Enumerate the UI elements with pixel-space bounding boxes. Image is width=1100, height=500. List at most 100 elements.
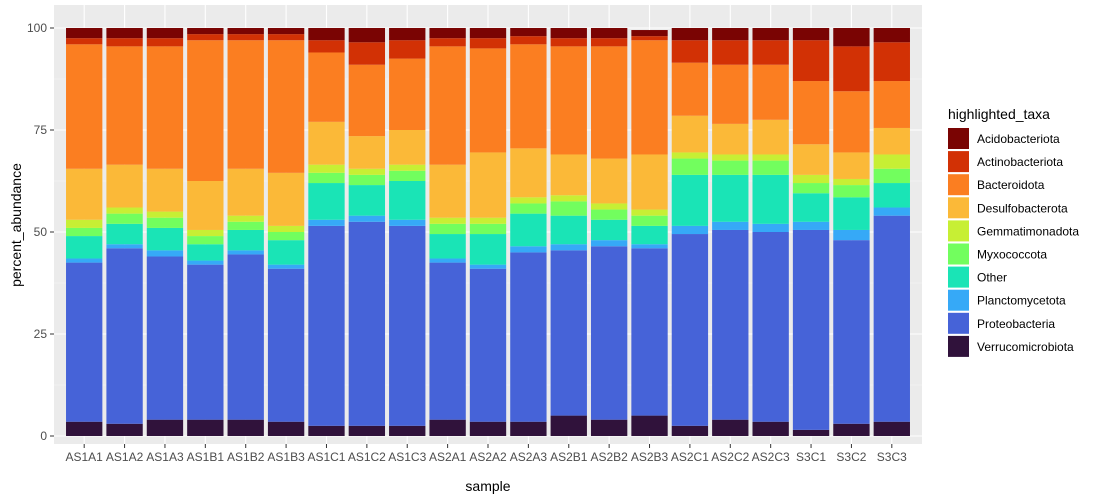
bar-segment-acidobacteriota — [389, 28, 426, 41]
bar-segment-proteobacteria — [510, 252, 547, 422]
bar-segment-acidobacteriota — [106, 28, 143, 39]
bar-segment-desulfobacterota — [348, 136, 386, 169]
x-axis: AS1A1 AS1A2 AS1A3 AS1B1 AS1B2 AS1B3 AS1C1 AS1C2… — [66, 444, 907, 464]
bar-stack-as2c2 — [712, 28, 749, 436]
bar-segment-other — [631, 225, 668, 245]
bar-stack-s3c1 — [792, 28, 830, 436]
bar-segment-bacteroidota — [106, 46, 143, 165]
bar-segment-bacteroidota — [227, 40, 264, 169]
legend-label-myxococcota: Myxococcota — [977, 248, 1047, 262]
bar-segment-desulfobacterota — [550, 154, 587, 196]
bar-segment-acidobacteriota — [631, 30, 668, 37]
bar-segment-actinobacteriota — [106, 38, 143, 47]
x-tick-label: AS1C2 — [348, 450, 386, 464]
bar-segment-verrucomicrobiota — [146, 419, 184, 436]
bar-segment-desulfobacterota — [106, 164, 143, 208]
legend-key-other — [948, 266, 969, 288]
bar-segment-actinobacteriota — [712, 40, 749, 65]
x-tick-label: AS2C1 — [671, 450, 709, 464]
legend-title: highlighted_taxa — [948, 106, 1050, 122]
bar-segment-gemmatimonadota — [146, 211, 184, 218]
bar-segment-planctomycetota — [631, 244, 668, 249]
bar-segment-desulfobacterota — [873, 127, 910, 155]
y-tick-label: 25 — [34, 327, 48, 341]
bar-segment-gemmatimonadota — [550, 195, 587, 202]
legend-key-desulfobacterota — [948, 197, 969, 219]
bar-segment-myxococcota — [348, 174, 386, 186]
bar-segment-acidobacteriota — [550, 28, 587, 39]
bar-segment-gemmatimonadota — [348, 168, 386, 175]
x-tick-label: AS2B3 — [631, 450, 669, 464]
bar-segment-proteobacteria — [308, 225, 345, 426]
bar-segment-myxococcota — [389, 170, 426, 181]
bar-segment-myxococcota — [308, 172, 345, 184]
bar-stack-as2c1 — [671, 28, 709, 436]
bar-segment-acidobacteriota — [66, 28, 103, 39]
bar-segment-gemmatimonadota — [106, 207, 143, 214]
bar-segment-proteobacteria — [833, 240, 870, 424]
legend-label-verrucomicrobiota: Verrucomicrobiota — [977, 340, 1074, 354]
bar-segment-bacteroidota — [348, 64, 386, 137]
bar-segment-gemmatimonadota — [712, 154, 749, 161]
legend-label-other: Other — [977, 271, 1007, 285]
bar-segment-verrucomicrobiota — [469, 421, 507, 436]
bar-segment-acidobacteriota — [671, 28, 709, 41]
bar-segment-verrucomicrobiota — [712, 419, 749, 436]
bar-segment-verrucomicrobiota — [671, 425, 709, 436]
bar-segment-planctomycetota — [227, 250, 264, 255]
legend-label-proteobacteria: Proteobacteria — [977, 317, 1055, 331]
bar-segment-verrucomicrobiota — [267, 421, 305, 436]
bar-segment-actinobacteriota — [671, 40, 709, 63]
bar-segment-verrucomicrobiota — [106, 423, 143, 436]
bar-segment-desulfobacterota — [469, 152, 507, 218]
bar-segment-myxococcota — [267, 232, 305, 241]
bar-segment-planctomycetota — [389, 219, 426, 226]
bar-segment-gemmatimonadota — [590, 203, 628, 210]
bar-segment-other — [550, 215, 587, 245]
bar-segment-planctomycetota — [792, 221, 830, 230]
bar-segment-planctomycetota — [671, 225, 709, 235]
legend-label-gemmatimonadota: Gemmatimonadota — [977, 224, 1079, 238]
bar-stack-as1c2 — [348, 28, 386, 436]
bar-segment-bacteroidota — [833, 91, 870, 153]
bar-segment-proteobacteria — [671, 234, 709, 426]
bar-segment-proteobacteria — [429, 262, 466, 420]
legend-key-verrucomicrobiota — [948, 335, 969, 357]
bar-segment-bacteroidota — [550, 46, 587, 155]
bar-stack-as2b1 — [550, 28, 587, 436]
bar-segment-myxococcota — [429, 223, 466, 235]
bar-stack-as1a2 — [106, 28, 143, 436]
bar-segment-desulfobacterota — [227, 168, 264, 216]
bar-segment-other — [106, 223, 143, 245]
bar-segment-actinobacteriota — [510, 36, 547, 45]
legend-label-acidobacteriota: Acidobacteriota — [977, 132, 1060, 146]
bar-segment-acidobacteriota — [187, 28, 224, 35]
bar-segment-desulfobacterota — [510, 148, 547, 198]
bar-stack-as2b2 — [590, 28, 628, 436]
bar-stack-as1c3 — [389, 28, 426, 436]
bar-segment-planctomycetota — [308, 219, 345, 226]
legend-key-myxococcota — [948, 243, 969, 265]
bar-segment-desulfobacterota — [792, 144, 830, 175]
bar-segment-proteobacteria — [267, 268, 305, 422]
x-tick-label: AS2A1 — [429, 450, 467, 464]
bar-segment-verrucomicrobiota — [752, 421, 789, 436]
y-axis: 0 25 50 75 100 — [27, 21, 54, 443]
x-tick-label: AS1C3 — [388, 450, 426, 464]
x-tick-label: S3C3 — [877, 450, 907, 464]
bar-segment-actinobacteriota — [187, 34, 224, 41]
bar-segment-myxococcota — [146, 217, 184, 228]
bar-segment-gemmatimonadota — [267, 225, 305, 232]
bar-segment-planctomycetota — [469, 264, 507, 269]
bar-segment-other — [308, 183, 345, 220]
bar-segment-actinobacteriota — [66, 38, 103, 45]
bar-stack-as1b2 — [227, 28, 264, 436]
x-tick-label: AS2C2 — [711, 450, 749, 464]
bar-segment-proteobacteria — [389, 225, 426, 426]
bar-segment-actinobacteriota — [146, 38, 184, 47]
bar-segment-other — [712, 174, 749, 222]
bar-segment-planctomycetota — [146, 250, 184, 257]
bar-segment-myxococcota — [590, 209, 628, 220]
y-tick-label: 75 — [34, 123, 48, 137]
